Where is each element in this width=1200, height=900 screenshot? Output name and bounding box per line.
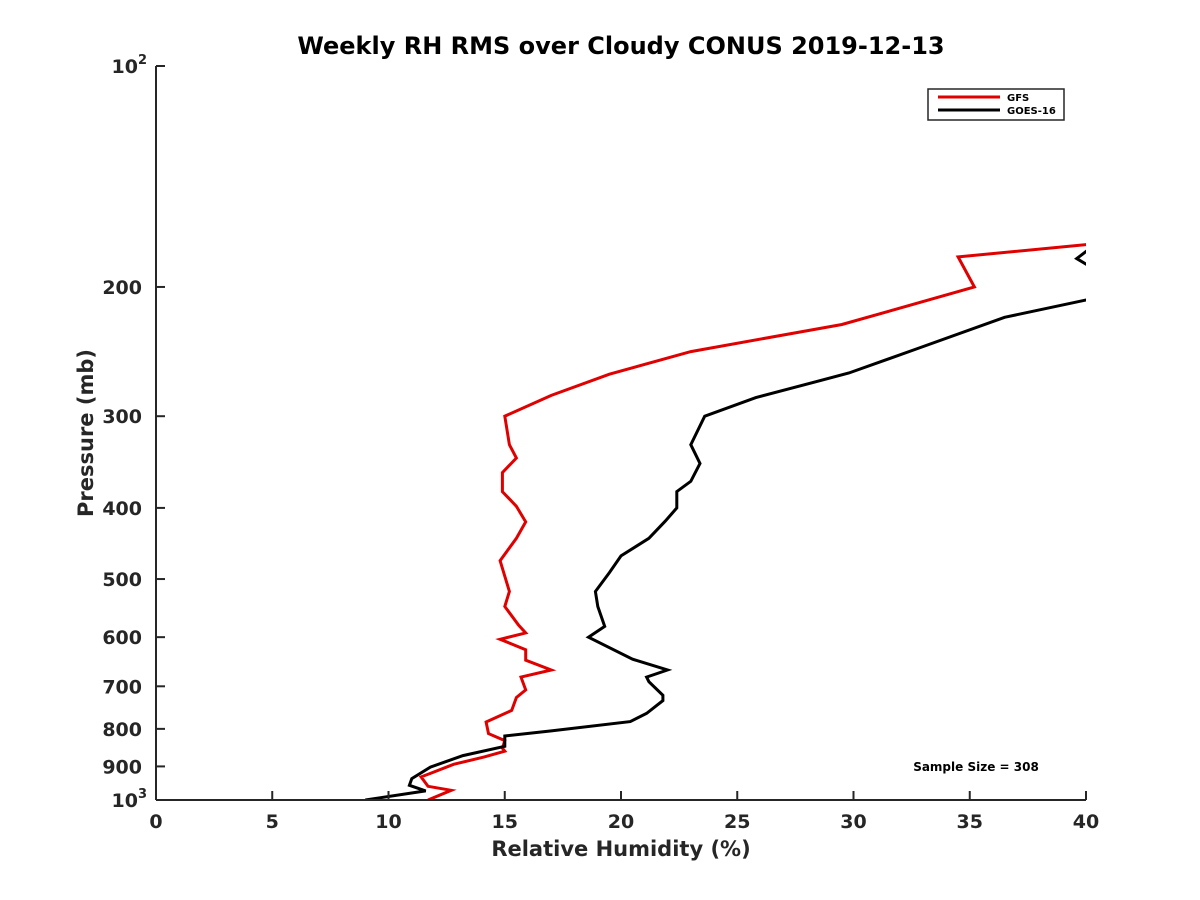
y-tick-label: 900 — [102, 756, 142, 778]
y-tick-label: 400 — [102, 498, 142, 520]
series-line-goes-16 — [365, 249, 1086, 800]
legend-label: GFS — [1007, 93, 1029, 104]
x-axis: 0 5 10 15 20 25 30 35 40 — [149, 791, 1099, 833]
x-tick-label: 30 — [840, 811, 866, 833]
legend-label: GOES-16 — [1007, 106, 1056, 117]
y-axis: 102 200 300 400 500 600 700 800 900 103 — [102, 53, 165, 812]
x-tick-label: 35 — [957, 811, 983, 833]
legend-box — [927, 88, 1065, 121]
sample-size-annotation: Sample Size = 308 — [913, 760, 1039, 774]
series-line-gfs — [418, 243, 1086, 800]
y-tick-label: 300 — [102, 406, 142, 428]
x-tick-label: 15 — [492, 811, 518, 833]
x-tick-label: 25 — [724, 811, 750, 833]
y-tick-label: 500 — [102, 569, 142, 591]
x-tick-label: 5 — [266, 811, 279, 833]
x-axis-label: Relative Humidity (%) — [491, 837, 750, 861]
chart-title: Weekly RH RMS over Cloudy CONUS 2019-12-… — [297, 32, 944, 60]
x-tick-label: 0 — [149, 811, 162, 833]
y-axis-label: Pressure (mb) — [74, 349, 98, 517]
y-tick-label: 200 — [102, 277, 142, 299]
x-tick-label: 10 — [375, 811, 401, 833]
plot-area — [365, 243, 1086, 800]
x-tick-label: 40 — [1073, 811, 1099, 833]
legend: GFS GOES-16 — [927, 88, 1065, 121]
y-tick-label: 700 — [102, 676, 142, 698]
y-tick-label: 800 — [102, 719, 142, 741]
y-tick-label: 103 — [112, 787, 148, 812]
y-tick-label: 102 — [112, 53, 148, 78]
x-tick-label: 20 — [608, 811, 634, 833]
y-tick-label: 600 — [102, 627, 142, 649]
